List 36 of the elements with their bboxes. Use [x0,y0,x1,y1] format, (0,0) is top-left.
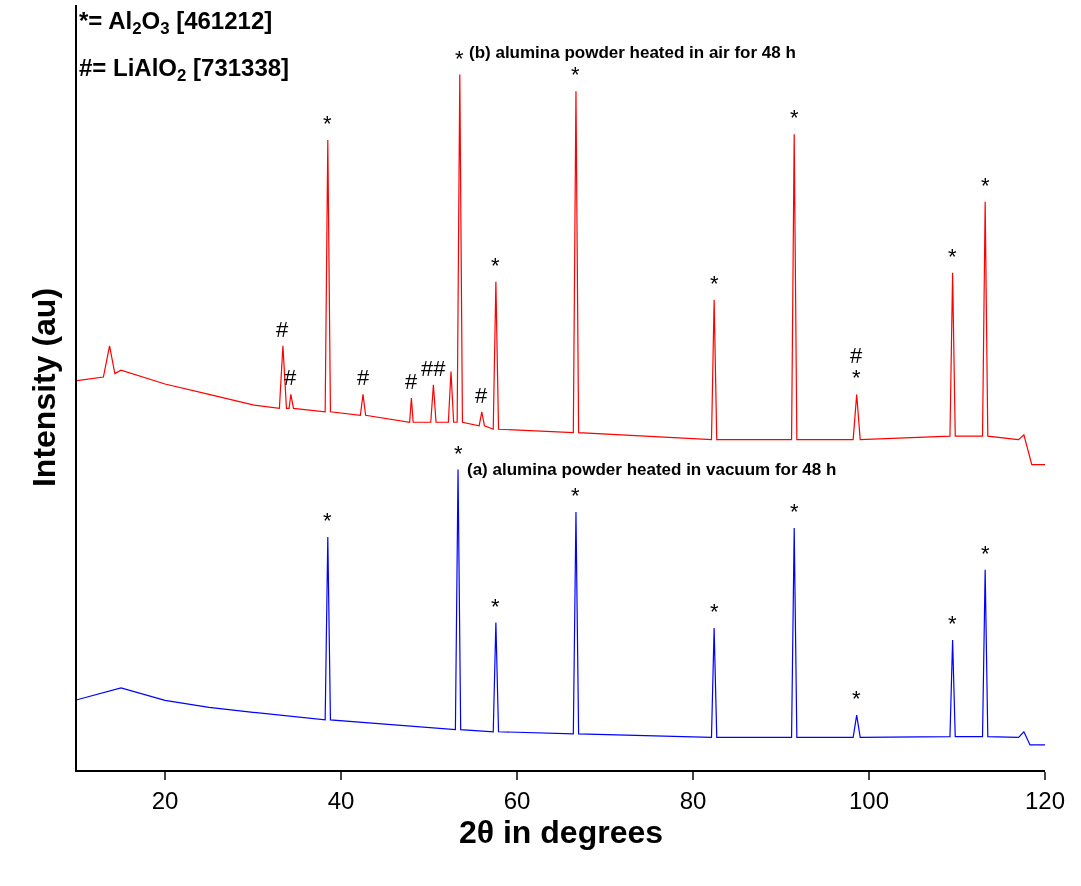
x-tick-label: 120 [1024,786,1066,814]
x-tick-label: 60 [503,786,531,814]
annotation: * [852,365,861,390]
x-axis-title: 2θ in degrees [458,814,664,851]
x-tick-label: 40 [327,786,355,814]
annotation: * [981,173,990,198]
annotation: * [790,499,799,524]
annotation: # [475,383,488,408]
annotation: * [454,441,463,466]
annotation: * [323,111,332,136]
annotation: ## [421,356,447,381]
annotation: * [323,508,332,533]
annotation: * [710,271,719,296]
annotation: # [405,369,418,394]
annotation: * [571,483,580,508]
annotation: * [981,541,990,566]
annotation: * [948,611,957,636]
annotation: * [790,105,799,130]
annotation: * [571,62,580,87]
annotation: # [850,343,863,368]
annotation: * [948,244,957,269]
annotation: * [710,599,719,624]
text: *= Al$_{2}$O$_{3}$ [461212] [79,7,273,39]
y-axis-title: Intensity (au) [25,287,62,488]
series-label: (b) alumina powder heated in air for 48 h [469,43,796,62]
x-tick-label: 100 [848,786,890,814]
annotation: * [491,253,500,278]
x-tick-label: 80 [679,786,707,814]
annotation: * [491,594,500,619]
annotation: # [276,317,289,342]
annotation: #= LiAlO$_{2}$ [731338] [79,54,290,86]
series-label: (a) alumina powder heated in vacuum for 48 h [467,460,837,479]
annotation: # [357,365,370,390]
x-tick-label: 20 [151,786,179,814]
annotation: * [852,686,861,711]
annotation: * [455,46,464,71]
